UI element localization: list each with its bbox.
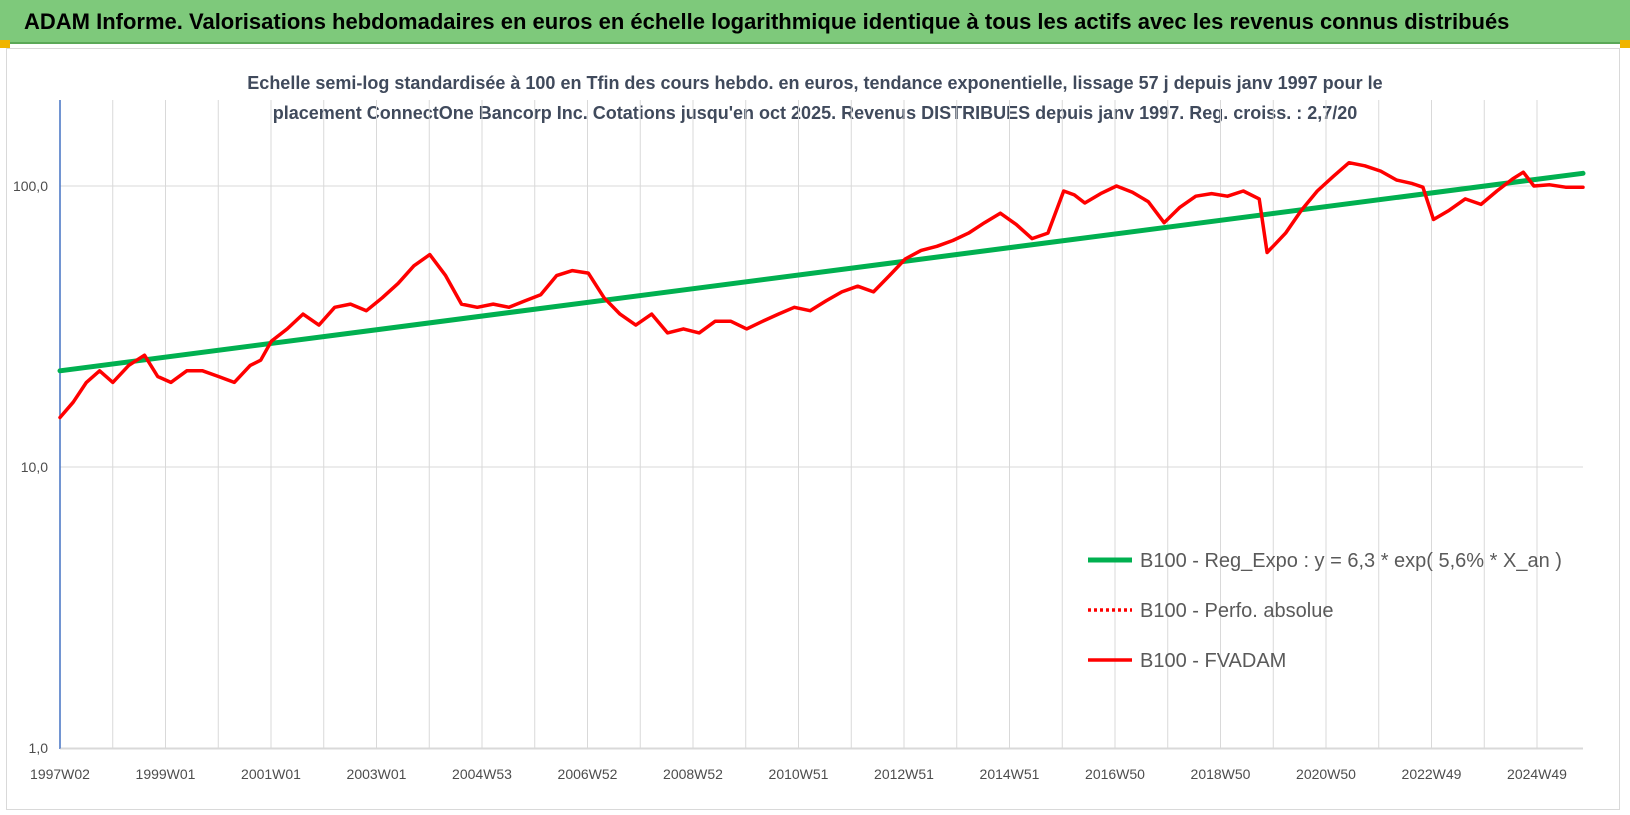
x-tick-label: 2001W01 <box>241 766 301 782</box>
x-tick-label: 1999W01 <box>136 766 196 782</box>
banner-title: ADAM Informe. Valorisations hebdomadaire… <box>24 9 1510 34</box>
report-banner: ADAM Informe. Valorisations hebdomadaire… <box>0 0 1630 44</box>
x-tick-label: 2018W50 <box>1191 766 1251 782</box>
fvadam-line <box>58 160 1585 420</box>
y-tick-label: 100,0 <box>13 178 48 194</box>
x-tick-label: 2020W50 <box>1296 766 1356 782</box>
x-tick-label: 2022W49 <box>1402 766 1462 782</box>
y-tick-label: 10,0 <box>21 459 48 475</box>
legend-label: B100 - Perfo. absolue <box>1140 600 1333 622</box>
x-tick-label: 2012W51 <box>874 766 934 782</box>
x-tick-label: 2014W51 <box>980 766 1040 782</box>
chart-title-line1: Echelle semi-log standardisée à 100 en T… <box>247 73 1383 93</box>
x-tick-label: 2003W01 <box>347 766 407 782</box>
x-tick-label: 2024W49 <box>1507 766 1567 782</box>
x-tick-label: 2016W50 <box>1085 766 1145 782</box>
corner-marker-right <box>1620 40 1630 48</box>
corner-marker-left <box>0 40 10 48</box>
x-tick-label: 1997W02 <box>30 766 90 782</box>
legend-label: B100 - Reg_Expo : y = 6,3 * exp( 5,6% * … <box>1140 550 1562 572</box>
legend-label: B100 - FVADAM <box>1140 650 1286 672</box>
chart-title-line2: placement ConnectOne Bancorp Inc. Cotati… <box>272 103 1358 123</box>
chart-frame <box>6 48 1620 810</box>
chart-title: Echelle semi-log standardisée à 100 en T… <box>180 68 1450 128</box>
x-tick-label: 2006W52 <box>558 766 618 782</box>
x-tick-label: 2010W51 <box>769 766 829 782</box>
trend-line <box>57 170 1586 374</box>
x-tick-label: 2008W52 <box>663 766 723 782</box>
x-tick-label: 2004W53 <box>452 766 512 782</box>
y-tick-label: 1,0 <box>29 740 49 756</box>
